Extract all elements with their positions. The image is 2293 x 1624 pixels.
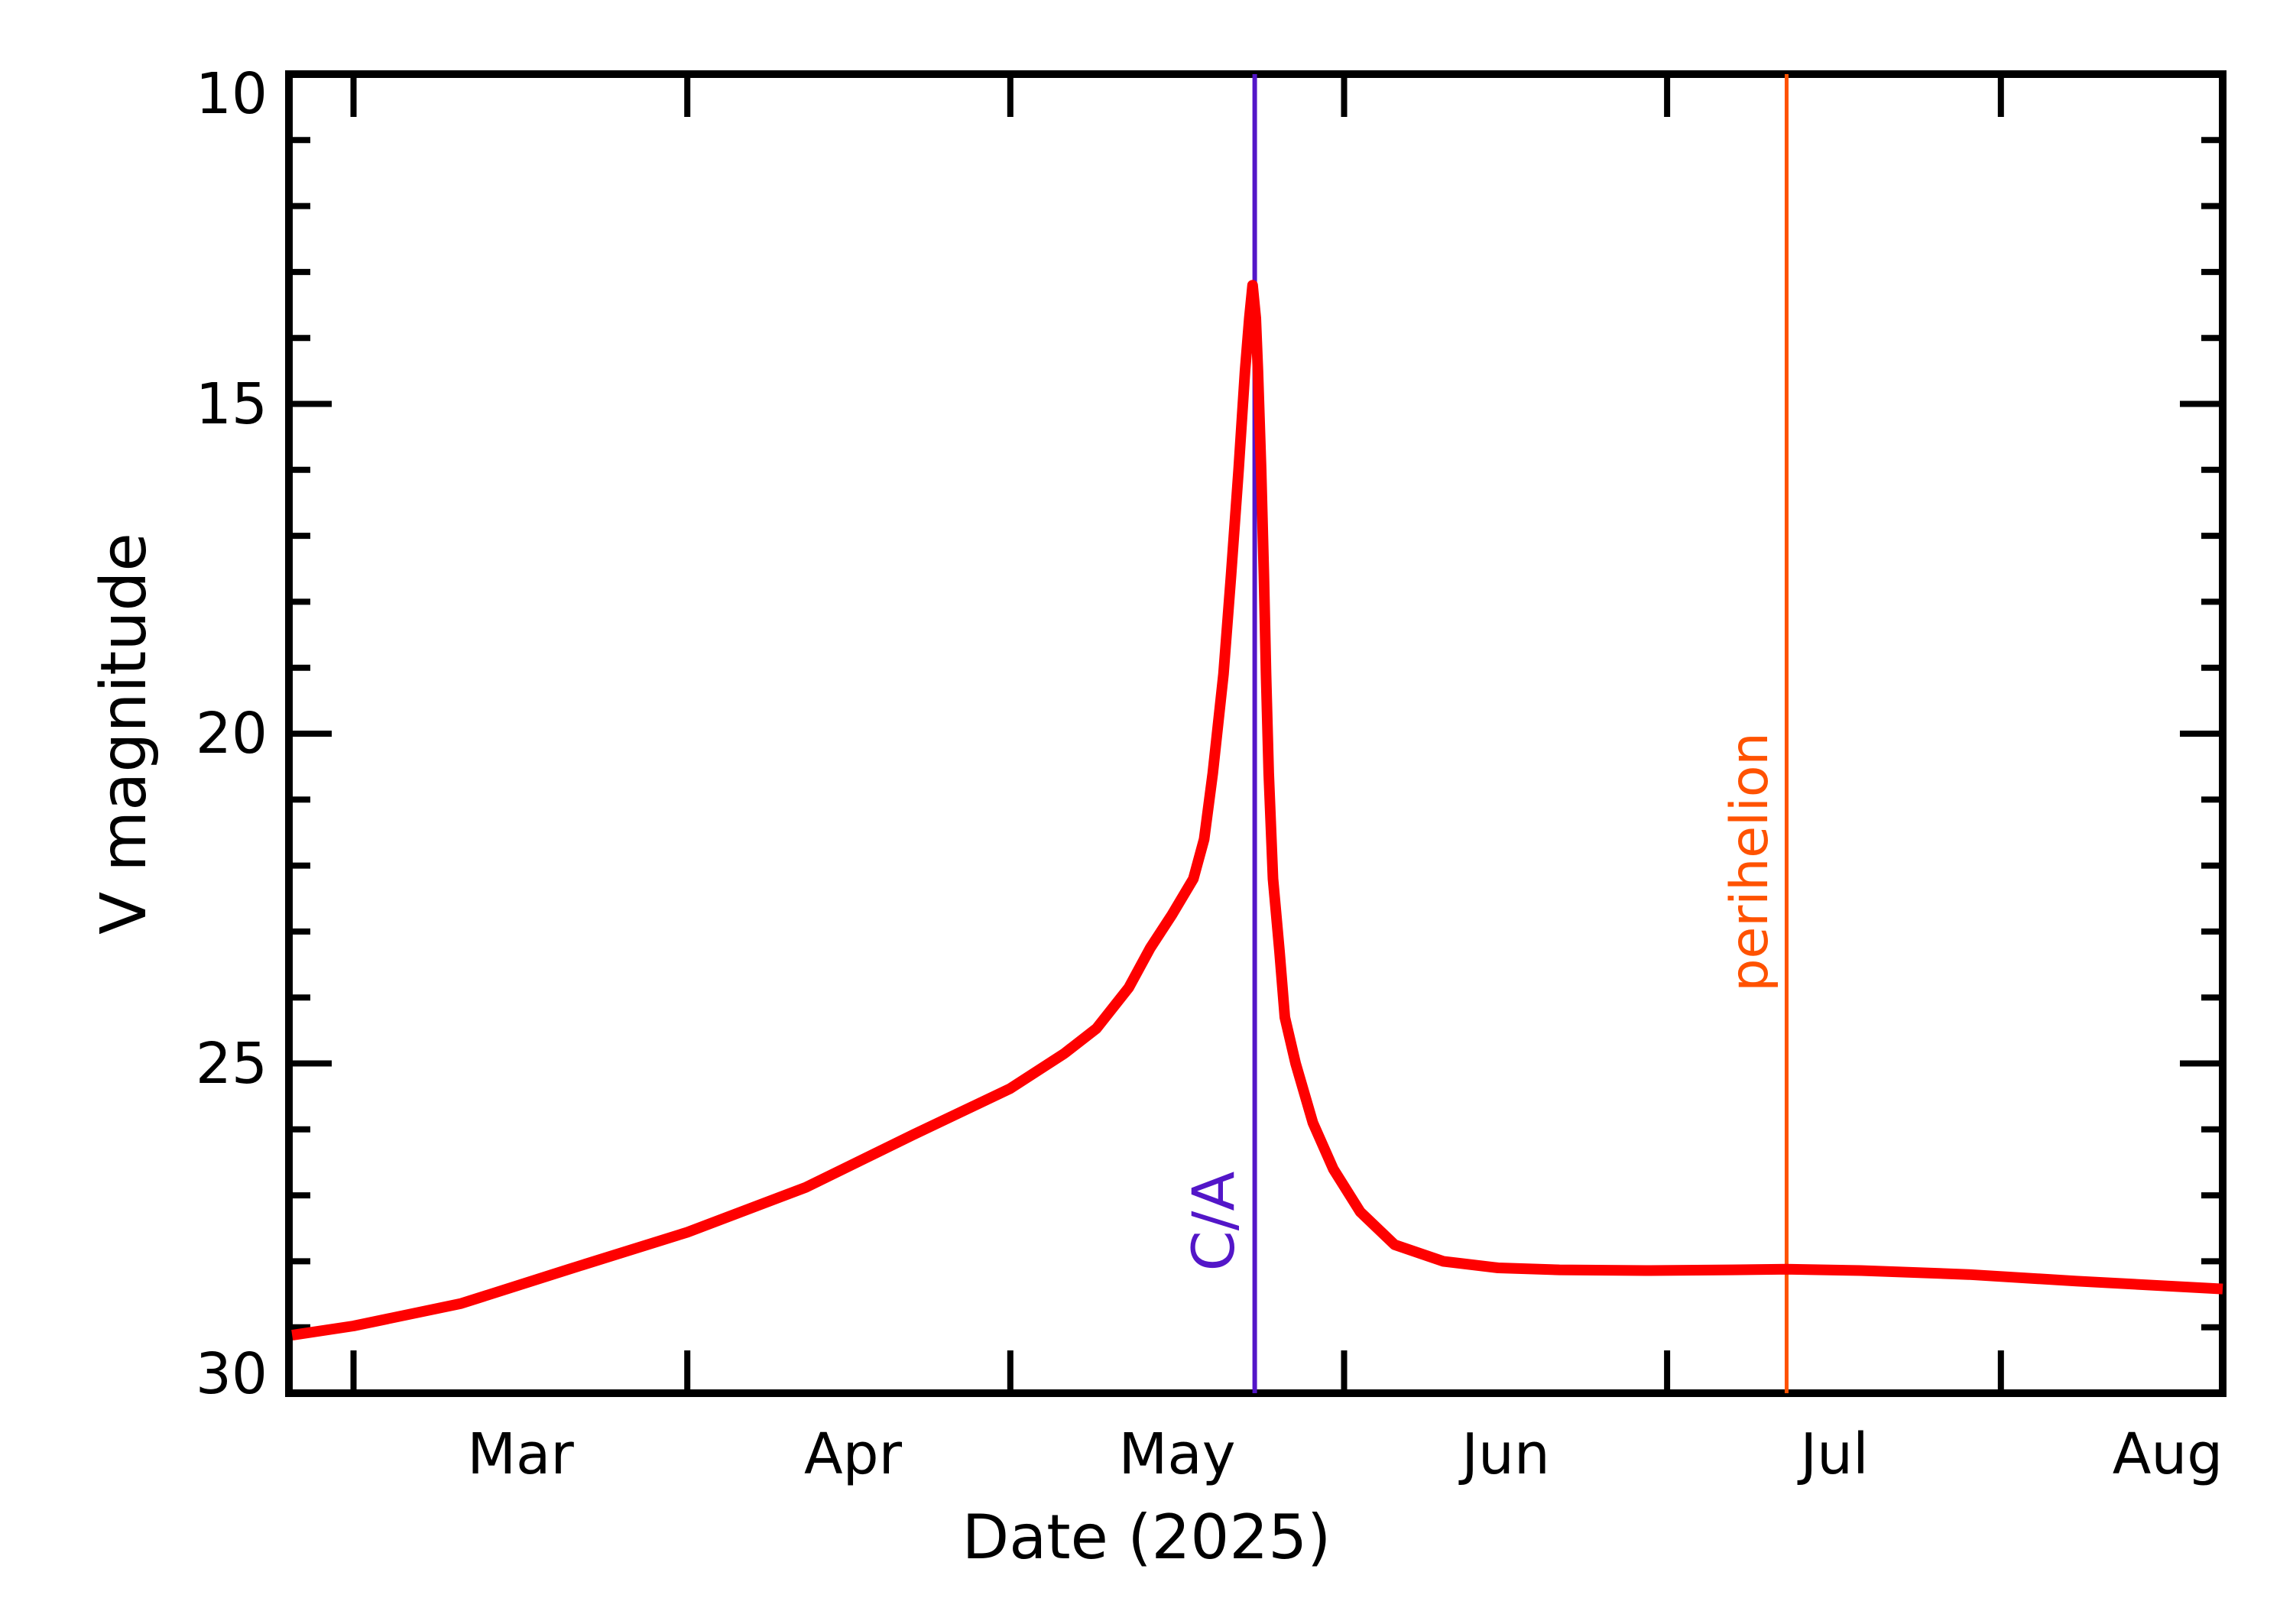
perihelion-label: perihelion	[1720, 732, 1780, 992]
y-tick-label-25: 25	[195, 1031, 268, 1097]
x-axis-title: Date (2025)	[962, 1502, 1331, 1573]
x-tick-label-mar: Mar	[467, 1421, 574, 1487]
x-tick-label-apr: Apr	[803, 1421, 903, 1487]
x-tick-label-jul: Jul	[1800, 1421, 1869, 1487]
x-axis-ticks	[350, 74, 2004, 1393]
x-tick-label-jun: Jun	[1461, 1421, 1550, 1487]
y-tick-label-30: 30	[195, 1341, 268, 1407]
y-tick-label-10: 10	[195, 61, 268, 127]
annotation-vlines	[1252, 74, 1789, 1393]
y-axis-ticks	[289, 137, 2223, 1331]
close-approach-label: C/A	[1179, 1171, 1247, 1272]
y-axis-title: V magnitude	[88, 533, 161, 935]
magnitude-curve	[291, 280, 2223, 1341]
y-tick-label-15: 15	[195, 371, 268, 437]
x-tick-label-aug: Aug	[2112, 1421, 2223, 1487]
x-tick-label-may: May	[1118, 1421, 1236, 1487]
y-tick-label-20: 20	[195, 701, 268, 767]
